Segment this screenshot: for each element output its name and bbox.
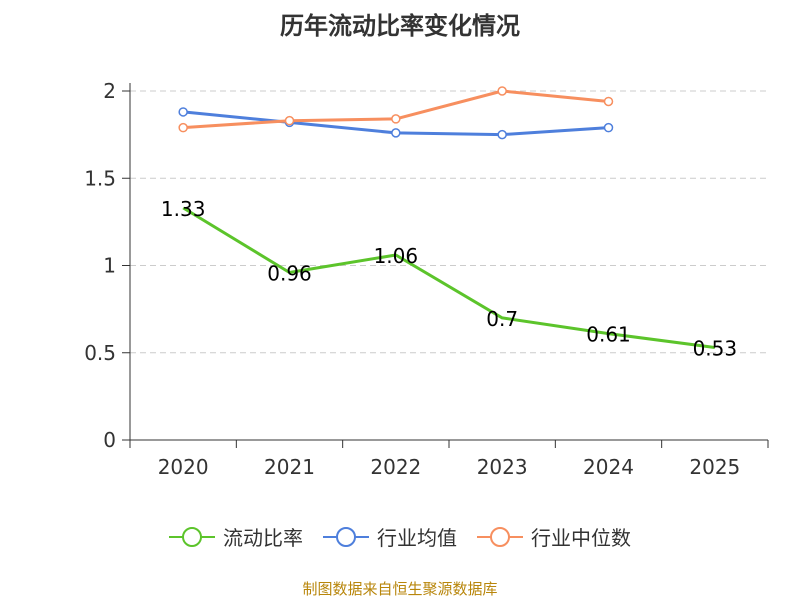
y-tick-label: 0.5 — [84, 341, 116, 365]
data-point — [391, 114, 401, 124]
source-footer: 制图数据来自恒生聚源数据库 — [302, 580, 498, 598]
legend-item-industry-median[interactable]: 行业中位数 — [477, 522, 631, 551]
legend-marker-icon — [169, 526, 215, 547]
chart-title: 历年流动比率变化情况 — [280, 12, 520, 40]
legend-label: 行业中位数 — [531, 526, 631, 550]
data-point — [603, 122, 614, 133]
data-point — [284, 115, 295, 126]
legend-marker-icon — [323, 526, 369, 547]
y-tick-label: 2 — [103, 79, 116, 103]
data-label: 0.53 — [693, 337, 738, 361]
data-label: 1.06 — [374, 244, 419, 268]
legend-label: 行业均值 — [377, 526, 457, 550]
y-tick-label: 1 — [103, 254, 116, 278]
data-point — [497, 86, 507, 96]
data-label: 0.61 — [586, 323, 631, 347]
x-tick-label: 2025 — [689, 455, 740, 479]
x-tick-label: 2024 — [583, 455, 634, 479]
y-tick-label: 0 — [103, 428, 116, 452]
data-label: 0.7 — [486, 307, 518, 331]
data-point — [178, 122, 188, 133]
data-point — [497, 129, 507, 140]
legend-item-current-ratio[interactable]: 流动比率 — [169, 522, 303, 551]
legend-item-industry-mean[interactable]: 行业均值 — [323, 522, 457, 551]
legend-label: 流动比率 — [223, 526, 303, 550]
x-tick-label: 2021 — [264, 455, 315, 479]
x-tick-label: 2020 — [158, 455, 209, 479]
data-label: 1.33 — [161, 197, 206, 221]
data-label: 0.96 — [267, 261, 312, 285]
data-point — [391, 128, 401, 138]
y-tick-label: 1.5 — [84, 166, 116, 190]
legend-marker-icon — [477, 526, 523, 547]
x-tick-label: 2022 — [370, 455, 421, 479]
x-tick-label: 2023 — [477, 455, 528, 479]
data-point — [603, 96, 614, 107]
data-point — [178, 107, 188, 117]
legend: 流动比率 行业均值 行业中位数 — [0, 522, 800, 551]
series-line — [182, 206, 715, 349]
